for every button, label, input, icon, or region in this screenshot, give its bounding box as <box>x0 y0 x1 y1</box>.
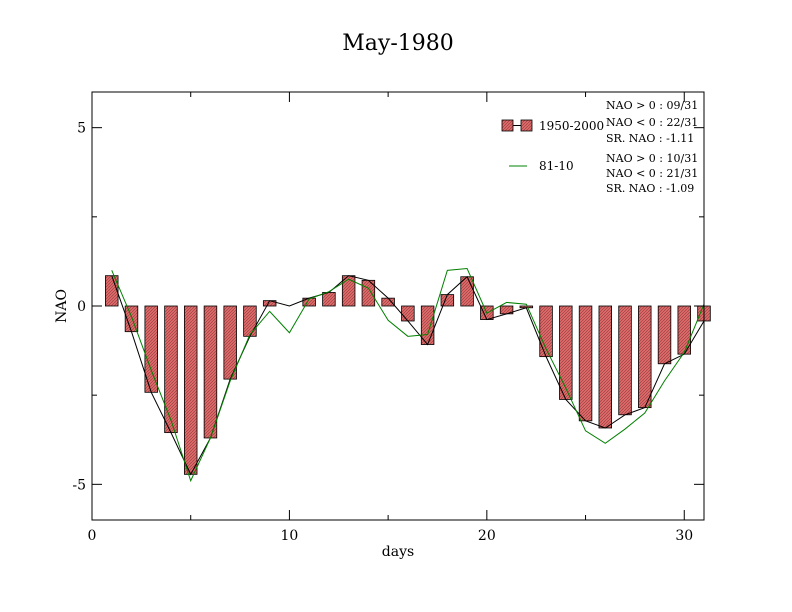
bar-1950-2000 <box>598 305 613 429</box>
x-axis: 0 10 20 30 <box>88 92 693 544</box>
bar-1950-2000 <box>164 305 178 434</box>
bar-1950-2000 <box>243 305 257 337</box>
legend-entry-81-10: 81-10 NAO > 0 : 10/31 NAO < 0 : 21/31 SR… <box>509 152 698 195</box>
x-tick-label: 10 <box>281 528 299 544</box>
bar-1950-2000 <box>559 305 573 400</box>
legend-stat: NAO < 0 : 21/31 <box>606 167 698 180</box>
line-81-10 <box>111 268 705 483</box>
legend-label: 1950-2000 <box>539 119 604 133</box>
bar-1950-2000 <box>381 297 395 307</box>
legend-label: 81-10 <box>539 159 574 173</box>
y-tick-label: 0 <box>77 299 86 315</box>
bar-1950-2000 <box>638 305 652 409</box>
bar-1950-2000 <box>440 294 455 307</box>
bar-1950-2000 <box>322 292 336 307</box>
x-axis-label: days <box>382 544 414 560</box>
bar-1950-2000 <box>203 305 218 439</box>
y-axis-label: NAO <box>54 289 70 323</box>
y-tick-label: 5 <box>77 121 86 137</box>
legend-stat: SR. NAO : -1.09 <box>606 182 694 195</box>
bar-1950-2000 <box>618 305 632 416</box>
bar-1950-2000 <box>401 305 415 322</box>
bar-1950-2000 <box>223 305 237 380</box>
y-tick-label: -5 <box>72 477 86 493</box>
legend-swatch-left <box>501 119 514 132</box>
legend-entry-1950-2000: 1950-2000 NAO > 0 : 09/31 NAO < 0 : 22/3… <box>501 99 698 145</box>
x-tick-label: 0 <box>88 528 97 544</box>
legend-stat: NAO > 0 : 10/31 <box>606 152 698 165</box>
legend-stat: NAO > 0 : 09/31 <box>606 99 698 112</box>
bar-1950-2000 <box>657 305 672 365</box>
legend-stat: SR. NAO : -1.11 <box>606 132 694 145</box>
legend-swatch-right <box>520 119 533 132</box>
y-axis: -5 0 5 <box>72 121 704 493</box>
bar-1950-2000 <box>341 275 356 307</box>
legend-stat: NAO < 0 : 22/31 <box>606 116 698 129</box>
chart-title: May-1980 <box>342 31 454 56</box>
x-tick-label: 30 <box>675 528 693 544</box>
bar-1950-2000 <box>183 305 198 475</box>
bar-1950-2000 <box>578 305 593 422</box>
plot-area <box>105 268 711 483</box>
line-1950-2000 <box>111 275 705 476</box>
legend: 1950-2000 NAO > 0 : 09/31 NAO < 0 : 22/3… <box>501 99 698 195</box>
x-tick-label: 20 <box>478 528 496 544</box>
